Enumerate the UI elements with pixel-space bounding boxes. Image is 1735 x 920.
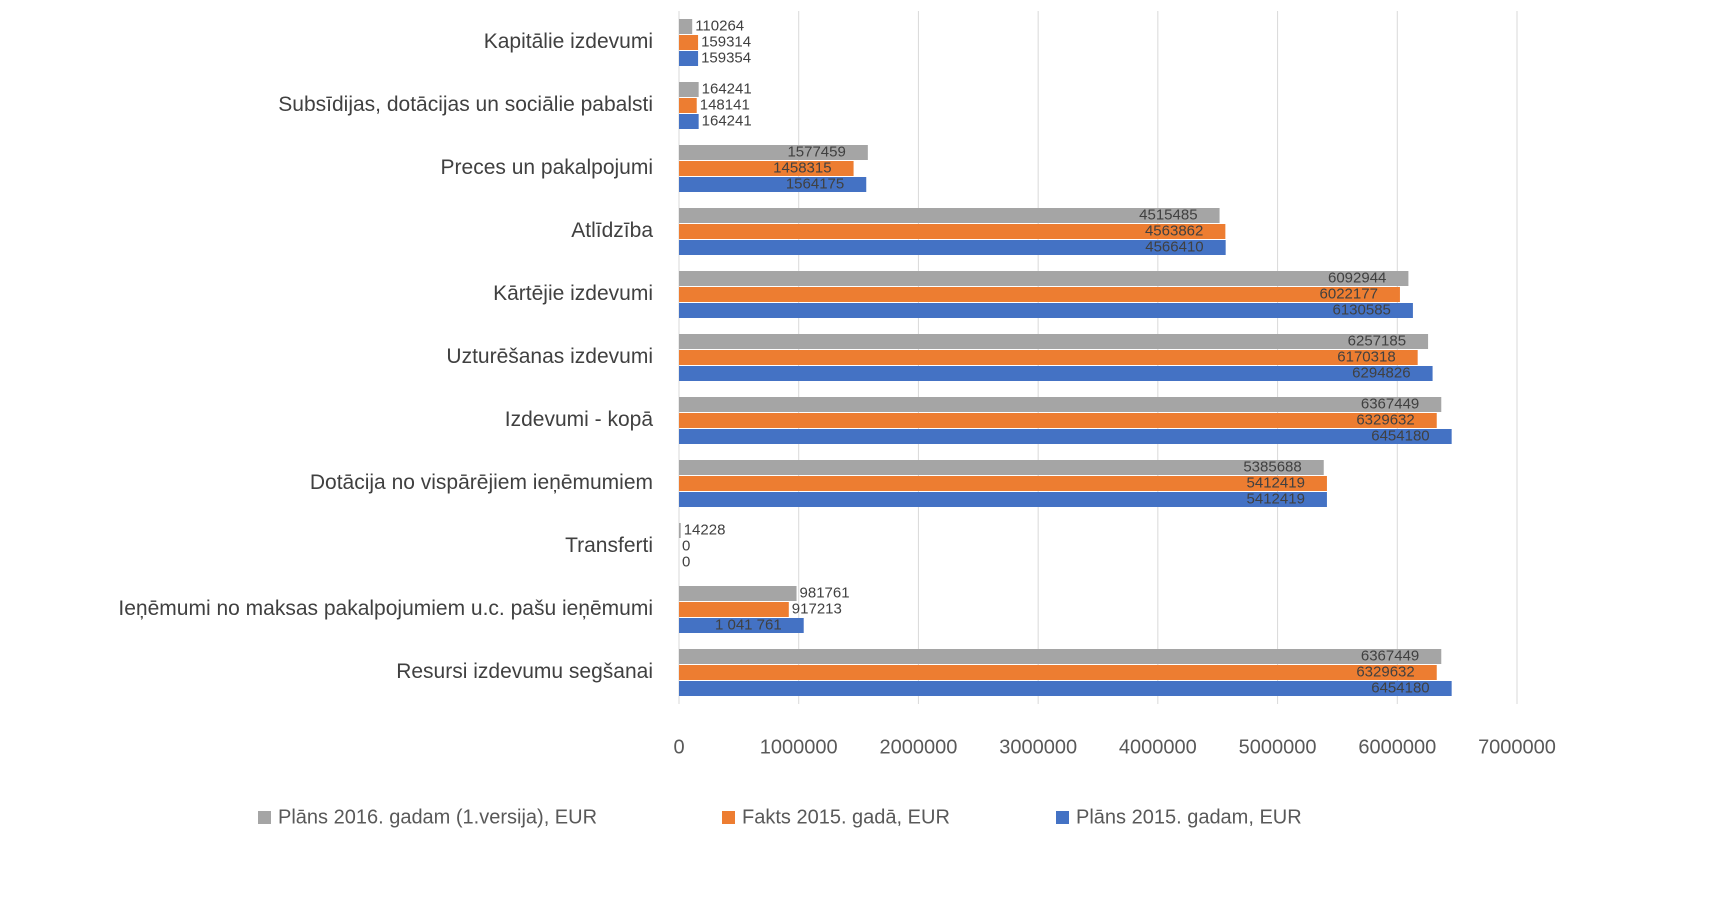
- category-label: Atlīdzība: [571, 219, 653, 242]
- category-label: Preces un pakalpojumi: [441, 156, 653, 179]
- data-label: 6130585: [1333, 301, 1391, 318]
- bar: [679, 114, 699, 129]
- bar: [679, 665, 1437, 680]
- bar: [679, 161, 854, 176]
- category-label: Kapitālie izdevumi: [484, 30, 653, 53]
- data-label: 4563862: [1145, 222, 1203, 239]
- category-label: Uzturēšanas izdevumi: [446, 345, 653, 368]
- data-label: 110264: [695, 17, 744, 34]
- bar: [679, 366, 1433, 381]
- data-label: 6257185: [1348, 332, 1406, 349]
- bar: [679, 177, 867, 192]
- data-label: 917213: [792, 600, 842, 617]
- data-label: 1577459: [787, 143, 845, 160]
- x-tick-label: 0: [673, 736, 684, 758]
- data-label: 1564175: [786, 175, 844, 192]
- bar: [679, 413, 1437, 428]
- bar: [679, 681, 1452, 696]
- data-label: 5412419: [1247, 474, 1305, 491]
- data-label: 6022177: [1320, 285, 1378, 302]
- legend-label: Fakts 2015. gadā, EUR: [742, 806, 950, 828]
- data-label: 6092944: [1328, 269, 1386, 286]
- data-label: 159354: [701, 49, 751, 66]
- bar: [679, 460, 1324, 475]
- data-label: 6454180: [1371, 679, 1429, 696]
- data-label: 14228: [684, 521, 726, 538]
- category-label: Transferti: [565, 534, 653, 557]
- category-label: Kārtējie izdevumi: [493, 282, 653, 305]
- legend-label: Plāns 2015. gadam, EUR: [1076, 806, 1302, 828]
- bar: [679, 208, 1220, 223]
- bar: [679, 586, 797, 601]
- data-label: 4566410: [1145, 238, 1203, 255]
- legend-swatch: [1056, 811, 1069, 824]
- bar: [679, 224, 1226, 239]
- bar: [679, 350, 1418, 365]
- bar: [679, 476, 1327, 491]
- data-label: 6454180: [1371, 427, 1429, 444]
- bar: [679, 271, 1409, 286]
- bar: [679, 303, 1413, 318]
- bar: [679, 649, 1442, 664]
- data-label: 981761: [800, 584, 850, 601]
- x-tick-label: 3000000: [999, 736, 1077, 758]
- bar: [679, 35, 699, 50]
- bar: [679, 98, 697, 113]
- bar: [679, 523, 681, 538]
- data-label: 6367449: [1361, 395, 1419, 412]
- data-label: 1458315: [773, 159, 831, 176]
- bar: [679, 492, 1327, 507]
- bar: [679, 429, 1452, 444]
- legend-swatch: [722, 811, 735, 824]
- data-label: 159314: [701, 33, 751, 50]
- data-label: 6329632: [1356, 663, 1414, 680]
- x-tick-label: 7000000: [1478, 736, 1556, 758]
- data-label: 5412419: [1247, 490, 1305, 507]
- bar: [679, 82, 699, 97]
- data-label: 6170318: [1337, 348, 1395, 365]
- category-label: Izdevumi - kopā: [505, 408, 654, 431]
- x-tick-label: 2000000: [879, 736, 957, 758]
- legend-label: Plāns 2016. gadam (1.versija), EUR: [278, 806, 597, 828]
- data-label: 6329632: [1356, 411, 1414, 428]
- category-label: Subsīdijas, dotācijas un sociālie pabals…: [278, 93, 653, 116]
- bar: [679, 145, 868, 160]
- x-tick-label: 4000000: [1119, 736, 1197, 758]
- category-label: Dotācija no vispārējiem ieņēmumiem: [310, 471, 653, 494]
- data-label: 164241: [702, 80, 752, 97]
- data-label: 164241: [702, 112, 752, 129]
- legend-swatch: [258, 811, 271, 824]
- category-label: Resursi izdevumu segšanai: [396, 660, 653, 683]
- bar: [679, 602, 789, 617]
- bar: [679, 51, 699, 66]
- category-label: Ieņēmumi no maksas pakalpojumiem u.c. pa…: [118, 597, 653, 620]
- bar: [679, 334, 1429, 349]
- data-label: 4515485: [1139, 206, 1197, 223]
- bar: [679, 19, 693, 34]
- data-label: 0: [682, 537, 690, 554]
- x-tick-label: 5000000: [1239, 736, 1317, 758]
- x-tick-label: 6000000: [1358, 736, 1436, 758]
- x-tick-label: 1000000: [760, 736, 838, 758]
- bar: [679, 397, 1442, 412]
- data-label: 5385688: [1243, 458, 1301, 475]
- bar: [679, 240, 1226, 255]
- data-label: 6294826: [1352, 364, 1410, 381]
- data-label: 0: [682, 553, 690, 570]
- data-label: 6367449: [1361, 647, 1419, 664]
- data-label: 1 041 761: [715, 616, 782, 633]
- bar: [679, 287, 1400, 302]
- data-label: 148141: [700, 96, 750, 113]
- bar: [679, 618, 804, 633]
